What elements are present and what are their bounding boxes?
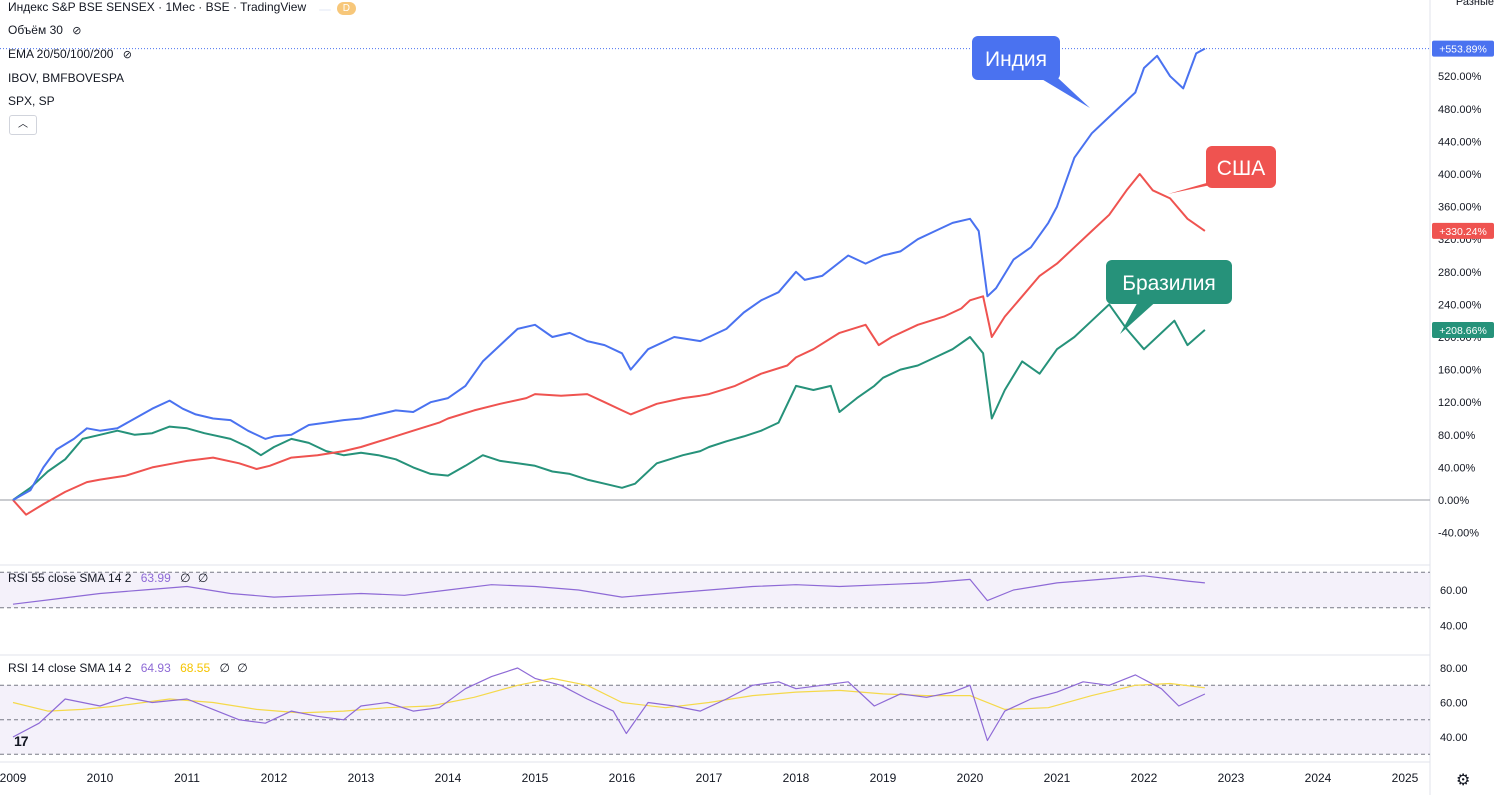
last-value-tag bbox=[1432, 222, 1494, 239]
x-tick-label: 2013 bbox=[348, 771, 375, 785]
volume-label: Объём 30 bbox=[8, 23, 63, 37]
x-tick-label: 2015 bbox=[522, 771, 549, 785]
callout-label: Индия bbox=[985, 48, 1047, 71]
rsi-14-tick: 40.00 bbox=[1440, 732, 1468, 744]
x-tick-label: 2010 bbox=[87, 771, 114, 785]
ema-label: EMA 20/50/100/200 bbox=[8, 47, 114, 61]
y-tick-label: 280.00% bbox=[1438, 267, 1482, 279]
rsi-55-legend[interactable]: RSI 55 close SMA 14 2 63.99 ∅ ∅ bbox=[8, 571, 208, 585]
x-tick-label: 2009 bbox=[0, 771, 27, 785]
x-tick-label: 2023 bbox=[1218, 771, 1245, 785]
y-tick-label: 80.00% bbox=[1438, 430, 1476, 442]
rsi-14-empty-2: ∅ bbox=[237, 661, 248, 675]
last-value-label: +208.66% bbox=[1439, 325, 1487, 337]
series-brazil-line bbox=[12, 303, 1206, 501]
callout-box bbox=[1206, 146, 1276, 188]
y-tick-label: 120.00% bbox=[1438, 397, 1482, 409]
rsi-55-empty-1: ∅ bbox=[180, 571, 191, 585]
y-tick-label: 160.00% bbox=[1438, 365, 1482, 377]
callout-pointer bbox=[1120, 298, 1160, 334]
last-value-tag bbox=[1432, 321, 1494, 338]
overlay-legend-2[interactable]: SPX, SP bbox=[8, 94, 55, 108]
rsi-14-empty-1: ∅ bbox=[219, 661, 230, 675]
y-tick-label: 40.00% bbox=[1438, 462, 1476, 474]
collapse-legend-button[interactable]: ︿ bbox=[9, 115, 37, 135]
rsi-14-value: 64.93 bbox=[140, 661, 171, 675]
rsi-14-line bbox=[12, 667, 1206, 742]
x-tick-label: 2025 bbox=[1392, 771, 1419, 785]
rsi-55-empty-2: ∅ bbox=[197, 571, 209, 585]
symbol-title: Индекс S&P BSE SENSEX · 1Мес · BSE · Tra… bbox=[8, 0, 307, 14]
rsi-55-tick: 40.00 bbox=[1440, 621, 1468, 633]
callout-label: Бразилия bbox=[1122, 272, 1216, 295]
overlay-label-spx: SPX, SP bbox=[8, 94, 55, 108]
y-tick-label: 240.00% bbox=[1438, 299, 1482, 311]
x-tick-label: 2012 bbox=[261, 771, 288, 785]
volume-legend[interactable]: Объём 30 ⊘ bbox=[8, 23, 81, 37]
x-tick-label: 2024 bbox=[1305, 771, 1332, 785]
last-value-tag bbox=[1432, 40, 1494, 57]
y-tick-label: 480.00% bbox=[1438, 104, 1482, 116]
rsi-55-tick: 60.00 bbox=[1440, 585, 1468, 597]
callout-box bbox=[1106, 260, 1232, 304]
x-tick-label: 2016 bbox=[609, 771, 636, 785]
callout-label: США bbox=[1217, 157, 1265, 180]
rsi-14-ma-value: 68.55 bbox=[180, 661, 211, 675]
last-value-label: +330.24% bbox=[1439, 226, 1487, 238]
symbol-title-row: Индекс S&P BSE SENSEX · 1Мес · BSE · Tra… bbox=[8, 0, 357, 15]
rsi-55-label: RSI 55 close SMA 14 2 bbox=[8, 571, 132, 585]
y-tick-label: 0.00% bbox=[1438, 495, 1469, 507]
rsi-14-legend[interactable]: RSI 14 close SMA 14 2 64.93 68.55 ∅ ∅ bbox=[8, 661, 248, 675]
y-tick-label: -40.00% bbox=[1438, 528, 1479, 540]
chevron-up-icon: ︿ bbox=[18, 119, 28, 130]
x-tick-label: 2011 bbox=[174, 771, 200, 785]
callout-box bbox=[972, 36, 1060, 80]
x-tick-label: 2019 bbox=[870, 771, 897, 785]
series-usa-line bbox=[12, 173, 1206, 516]
scale-mode[interactable]: Разные bbox=[1455, 0, 1494, 8]
eye-off-icon[interactable]: ⊘ bbox=[72, 25, 82, 37]
rsi-14-tick: 80.00 bbox=[1440, 663, 1468, 675]
gear-icon[interactable]: ⚙ bbox=[1456, 772, 1471, 789]
eye-off-icon[interactable]: ⊘ bbox=[122, 49, 132, 61]
overlay-label-ibov: IBOV, BMFBOVESPA bbox=[8, 71, 125, 85]
y-tick-label: 360.00% bbox=[1438, 202, 1482, 214]
x-tick-label: 2021 bbox=[1044, 771, 1071, 785]
x-tick-label: 2022 bbox=[1131, 771, 1158, 785]
x-tick-label: 2014 bbox=[435, 771, 462, 785]
last-value-label: +553.89% bbox=[1439, 44, 1487, 56]
badge-2[interactable]: D bbox=[336, 2, 357, 15]
x-tick-label: 2018 bbox=[783, 771, 810, 785]
callout-pointer bbox=[1040, 78, 1090, 108]
x-tick-label: 2020 bbox=[957, 771, 984, 785]
overlay-legend-1[interactable]: IBOV, BMFBOVESPA bbox=[8, 71, 124, 85]
badge-1 bbox=[319, 9, 332, 11]
rsi-14-ma-line bbox=[12, 677, 1205, 714]
ema-legend[interactable]: EMA 20/50/100/200 ⊘ bbox=[8, 47, 132, 61]
series-india-line bbox=[12, 47, 1206, 501]
y-tick-label: 440.00% bbox=[1438, 136, 1482, 148]
y-tick-label: 520.00% bbox=[1438, 71, 1482, 83]
rsi-14-tick: 60.00 bbox=[1440, 698, 1468, 710]
rsi-55-line bbox=[12, 575, 1205, 605]
rsi-14-label: RSI 14 close SMA 14 2 bbox=[8, 661, 132, 675]
tradingview-logo[interactable]: 17 bbox=[14, 733, 29, 749]
y-tick-label: 400.00% bbox=[1438, 169, 1482, 181]
rsi-55-value: 63.99 bbox=[140, 571, 171, 585]
x-tick-label: 2017 bbox=[696, 771, 723, 785]
